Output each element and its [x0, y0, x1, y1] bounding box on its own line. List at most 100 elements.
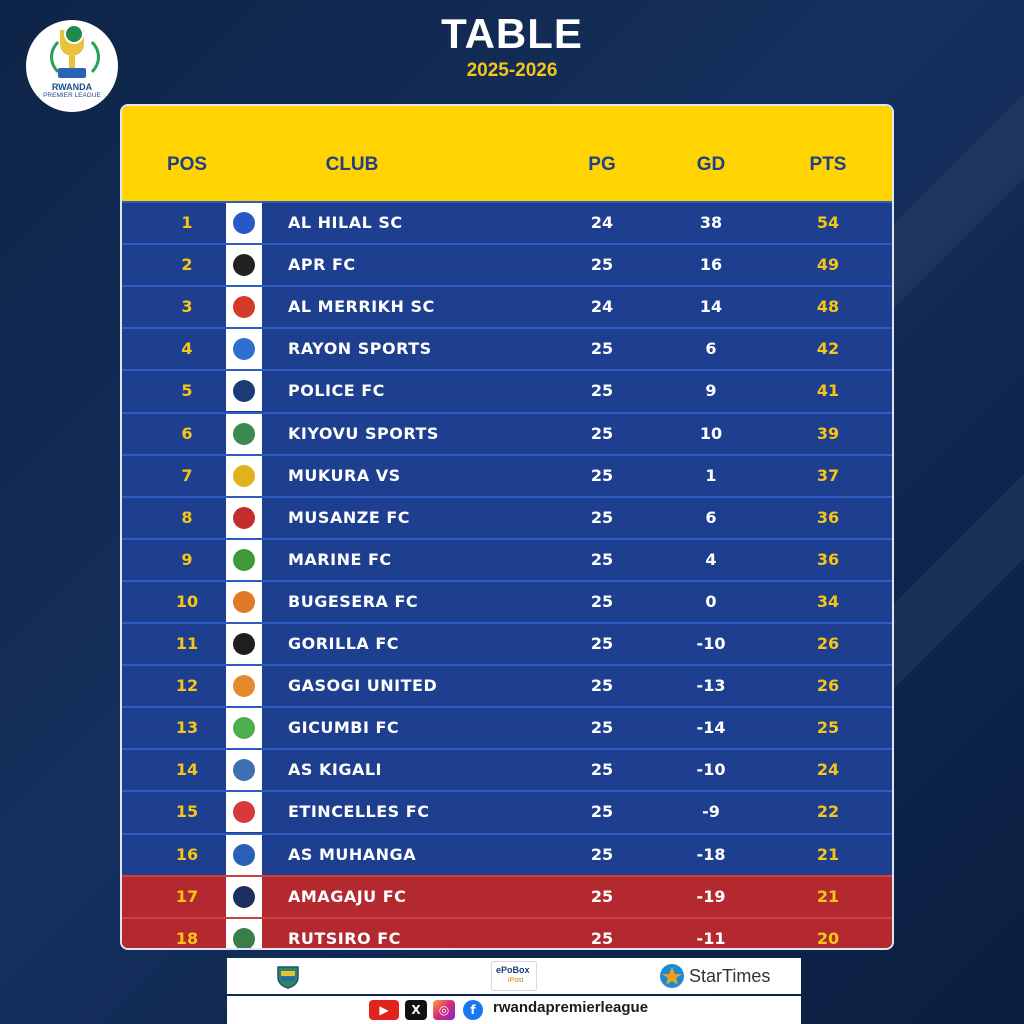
- club-badge-icon: [226, 203, 262, 244]
- league-logo: RWANDA PREMIER LEAGUE: [26, 20, 118, 112]
- table-row: 3 AL MERRIKH SC 24 14 48: [122, 285, 892, 328]
- goal-difference-cell: 4: [705, 549, 717, 569]
- club-name-cell: GASOGI UNITED: [288, 676, 438, 696]
- epobox-logo: ePoBox iPost: [491, 958, 537, 994]
- club-name-cell: RUTSIRO FC: [288, 928, 401, 948]
- points-cell: 26: [816, 634, 840, 653]
- position-cell: 9: [181, 549, 193, 569]
- club-badge-icon: [226, 750, 262, 791]
- goal-difference-cell: 1: [705, 465, 717, 485]
- table-row: 10 BUGESERA FC 25 0 34: [122, 579, 892, 622]
- goal-difference-cell: -14: [696, 718, 726, 738]
- club-name-cell: AMAGAJU FC: [288, 886, 407, 906]
- position-cell: 4: [181, 339, 193, 359]
- club-badge-icon: [226, 455, 262, 496]
- instagram-icon[interactable]: ◎: [433, 1000, 455, 1020]
- table-row: 11 GORILLA FC 25 -10 26: [122, 622, 892, 665]
- played-cell: 24: [590, 297, 614, 317]
- position-cell: 15: [175, 802, 199, 822]
- position-cell: 18: [175, 928, 199, 948]
- x-icon[interactable]: X: [405, 1000, 427, 1020]
- club-name-cell: AS KIGALI: [288, 760, 382, 780]
- startimes-mark-icon: [660, 964, 684, 988]
- club-name-cell: POLICE FC: [288, 381, 385, 401]
- league-crest-icon: [277, 966, 299, 989]
- club-name-cell: BUGESERA FC: [288, 591, 419, 611]
- played-cell: 25: [590, 844, 614, 864]
- youtube-icon[interactable]: ▶: [369, 1000, 399, 1020]
- column-header-gd: GD: [696, 154, 726, 175]
- position-cell: 8: [181, 507, 193, 527]
- points-cell: 22: [816, 802, 840, 822]
- trophy-icon: [50, 24, 100, 82]
- social-handle[interactable]: rwandapremierleague: [493, 999, 649, 1016]
- played-cell: 25: [590, 886, 614, 906]
- logo-text-line1: RWANDA: [51, 82, 93, 92]
- club-name-cell: GORILLA FC: [288, 634, 400, 653]
- column-header-pg: PG: [588, 154, 616, 175]
- club-badge-icon: [226, 666, 262, 707]
- table-row: 17 AMAGAJU FC 25 -19 21: [122, 874, 892, 917]
- club-badge-icon: [226, 371, 262, 412]
- club-badge-icon: [226, 413, 262, 454]
- season-label: 2025-2026: [466, 60, 558, 81]
- played-cell: 24: [590, 213, 614, 232]
- goal-difference-cell: 0: [705, 591, 717, 611]
- points-cell: 42: [816, 339, 840, 359]
- position-cell: 10: [175, 591, 199, 611]
- points-cell: 36: [816, 507, 840, 527]
- club-badge-icon: [226, 581, 262, 622]
- points-cell: 41: [816, 381, 840, 401]
- club-badge-icon: [226, 876, 262, 917]
- club-badge-icon: [226, 245, 262, 286]
- goal-difference-cell: 10: [699, 423, 723, 443]
- position-cell: 13: [175, 718, 199, 738]
- club-name-cell: MARINE FC: [288, 549, 392, 569]
- position-cell: 17: [175, 886, 199, 906]
- played-cell: 25: [590, 676, 614, 696]
- page-title: TABLE: [441, 10, 583, 57]
- column-header-pos: POS: [166, 154, 208, 175]
- position-cell: 14: [175, 760, 199, 780]
- club-name-cell: RAYON SPORTS: [288, 339, 432, 359]
- club-name-cell: APR FC: [288, 255, 356, 275]
- points-cell: 37: [816, 465, 840, 485]
- position-cell: 12: [175, 676, 199, 696]
- club-badge-icon: [226, 708, 262, 749]
- position-cell: 16: [175, 844, 199, 864]
- column-header-pts: PTS: [809, 154, 847, 175]
- club-name-cell: AL HILAL SC: [288, 213, 403, 232]
- played-cell: 25: [590, 255, 614, 275]
- points-cell: 26: [816, 676, 840, 696]
- played-cell: 25: [590, 634, 614, 653]
- points-cell: 21: [816, 844, 840, 864]
- club-badge-icon: [226, 497, 262, 538]
- club-name-cell: MUSANZE FC: [288, 507, 410, 527]
- goal-difference-cell: 38: [699, 213, 723, 232]
- table-header: POS CLUB PG GD PTS: [122, 106, 892, 201]
- table-row: 13 GICUMBI FC 25 -14 25: [122, 706, 892, 749]
- goal-difference-cell: 6: [705, 507, 717, 527]
- goal-difference-cell: -10: [696, 634, 726, 653]
- club-badge-icon: [226, 918, 262, 948]
- logo-text-line2: PREMIER LEAGUE: [43, 92, 101, 99]
- points-cell: 39: [816, 423, 840, 443]
- table-row: 4 RAYON SPORTS 25 6 42: [122, 327, 892, 370]
- position-cell: 5: [181, 381, 193, 401]
- club-badge-icon: [226, 539, 262, 580]
- goal-difference-cell: -18: [696, 844, 726, 864]
- points-cell: 54: [816, 213, 840, 232]
- facebook-icon[interactable]: f: [463, 1000, 483, 1020]
- club-name-cell: KIYOVU SPORTS: [288, 423, 439, 443]
- points-cell: 36: [816, 549, 840, 569]
- position-cell: 11: [175, 634, 199, 653]
- position-cell: 6: [181, 423, 193, 443]
- played-cell: 25: [590, 718, 614, 738]
- goal-difference-cell: 14: [699, 297, 723, 317]
- points-cell: 21: [816, 886, 840, 906]
- table-row: 18 RUTSIRO FC 25 -11 20: [122, 916, 892, 948]
- goal-difference-cell: -9: [702, 802, 720, 822]
- standings-table: POS CLUB PG GD PTS 1 AL HILAL SC 24 38 5 4 2 AP…: [120, 104, 894, 950]
- table-row: 1 AL HILAL SC 24 38 54: [122, 201, 892, 244]
- social-bar: ▶ X ◎ f rwandapremierleague: [227, 996, 801, 1024]
